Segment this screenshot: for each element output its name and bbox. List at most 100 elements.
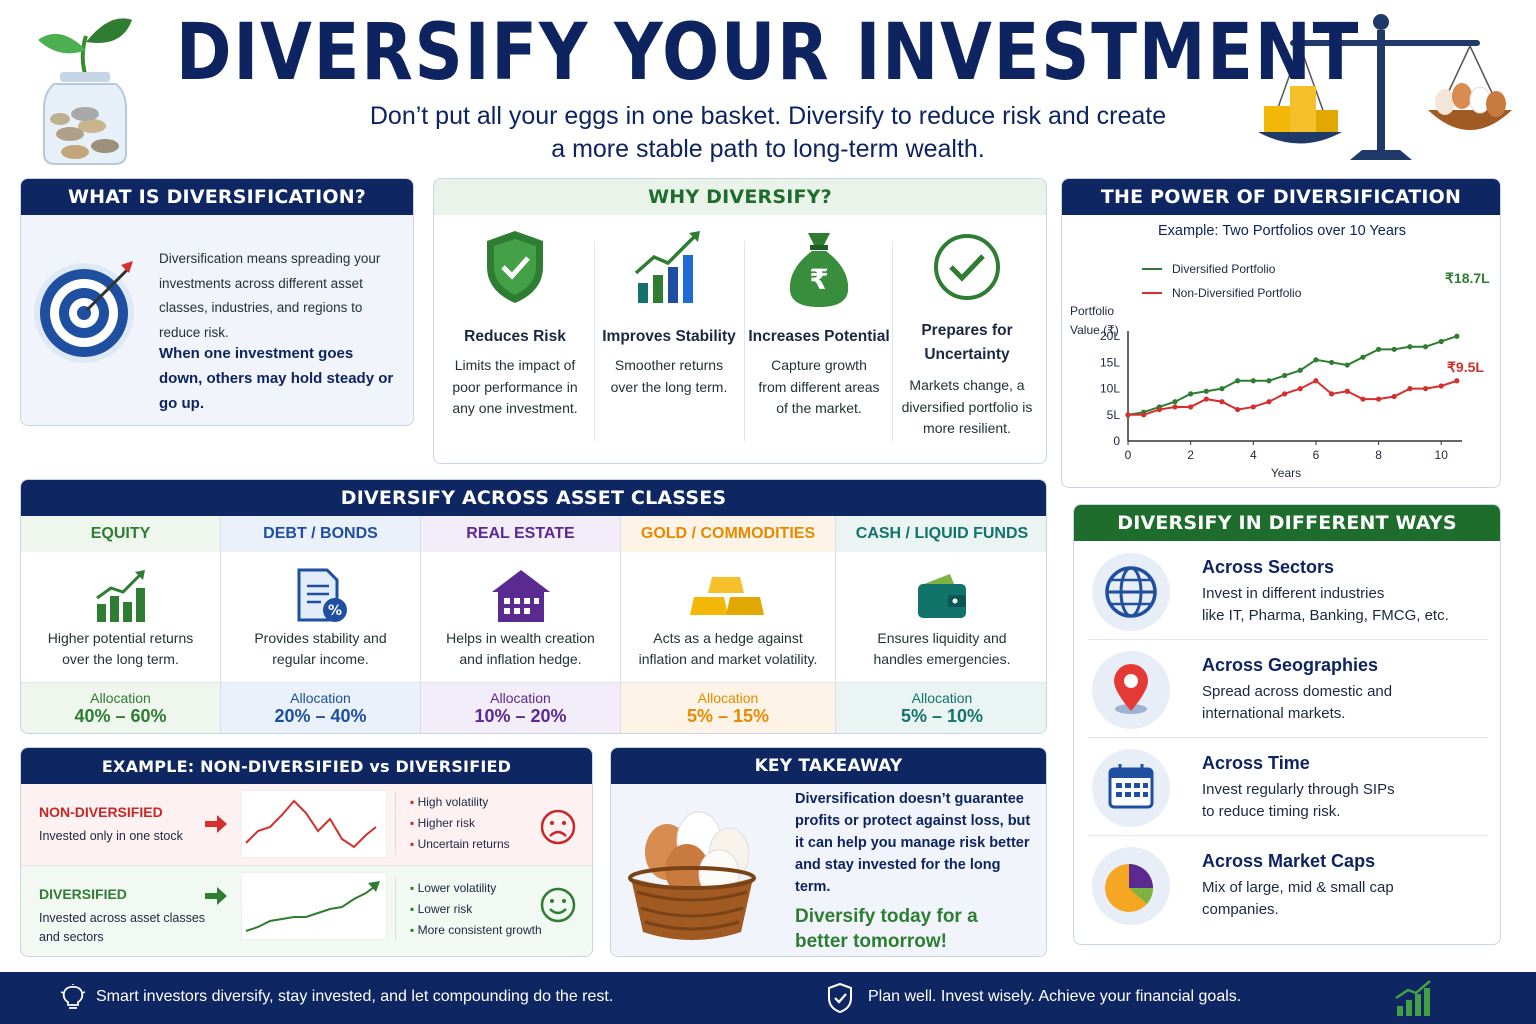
data-point [1454,333,1460,339]
wallet-icon [836,566,1046,626]
shield-check-icon [826,982,854,1014]
non-diversified-desc: Invested only in one stock [39,829,183,843]
page-subtitle: Don’t put all your eggs in one basket. D… [300,100,1236,166]
way-geographies: Across Geographies Spread across domesti… [1088,641,1488,738]
allocation-label: Allocation [490,690,551,706]
y-axis-label-1: Portfolio [1070,304,1114,318]
why-heading-3: Increases Potential [748,328,890,345]
way-text-4: Mix of large, mid & small cap companies. [1202,879,1394,918]
asset-description: Higher potential returns over the long te… [47,630,194,667]
asset-name: REAL ESTATE [421,516,620,552]
non-point-2: ▪ Higher risk [410,816,475,830]
data-point [1266,378,1272,384]
asset-column-real-estate: REAL ESTATE Helps in wealth creation and … [421,516,621,733]
data-point [1454,378,1460,384]
assets-card: DIVERSIFY ACROSS ASSET CLASSES EQUITY Hi… [20,479,1047,734]
sad-face-icon [539,808,577,846]
lightbulb-icon [60,984,86,1012]
x-tick-label: 10 [1435,448,1449,462]
allocation-value: 5% – 15% [686,706,770,726]
div-point-2: ▪ Lower risk [410,902,473,916]
asset-description: Provides stability and regular income. [254,630,387,667]
growth-chart-icon [1394,978,1434,1018]
data-point [1375,346,1382,352]
subtitle-line-1: Don’t put all your eggs in one basket. D… [369,102,1167,130]
asset-name: EQUITY [21,516,220,552]
ways-card: DIVERSIFY IN DIFFERENT WAYS Across Secto… [1073,504,1501,945]
data-point [1422,344,1429,350]
why-text-3: Capture growth from different areas of t… [758,357,880,416]
power-line-chart: Diversified Portfolio Non-Diversified Po… [1070,262,1490,480]
smile-face-icon [539,886,577,924]
way-text-3: Invest regularly through SIPs to reduce t… [1202,781,1395,820]
x-tick-label: 0 [1125,448,1132,462]
subtitle-line-2: a more stable path to long-term wealth. [551,135,985,163]
way-text-2: Spread across domestic and international … [1202,683,1393,722]
data-point [1375,396,1382,402]
location-pin-icon [1092,651,1170,729]
way-heading-1: Across Sectors [1202,557,1335,577]
data-point [1438,338,1444,345]
non-diversified-row: NON-DIVERSIFIED Invested only in one sto… [21,784,592,866]
asset-allocation: Allocation 5% – 15% [621,682,835,733]
why-divider-2 [744,241,745,441]
diversified-desc-1: Invested across asset classes [39,911,206,925]
assets-header: DIVERSIFY ACROSS ASSET CLASSES [21,480,1046,516]
data-point [1172,404,1178,410]
arrow-right-icon [203,886,229,906]
non-point-3: ▪ Uncertain returns [410,837,510,851]
page-title: DIVERSIFY YOUR INVESTMENT [175,8,1361,98]
why-item-prepares: Prepares for Uncertainty Markets change,… [892,229,1042,440]
legend-non-diversified: Non-Diversified Portfolio [1172,286,1302,300]
asset-column-gold-commodities: GOLD / COMMODITIES Acts as a hedge again… [621,516,836,733]
allocation-label: Allocation [90,690,151,706]
cta-line-2: better tomorrow! [795,931,947,952]
asset-description: Helps in wealth creation and inflation he… [446,630,595,667]
non-points: ▪ High volatility ▪ Higher risk ▪ Uncert… [395,792,545,855]
allocation-value: 40% – 60% [74,706,167,726]
data-point [1250,404,1256,410]
takeaway-body: Diversification doesn’t guarantee profit… [795,791,1031,895]
power-subtitle: Example: Two Portfolios over 10 Years [1158,223,1406,239]
asset-name: DEBT / BONDS [221,516,420,552]
money-bag-icon: ₹ [744,229,894,309]
asset-allocation: Allocation 5% – 10% [836,682,1046,733]
power-header: THE POWER OF DIVERSIFICATION [1062,179,1500,215]
why-heading-1: Reduces Risk [464,328,566,345]
data-point [1422,386,1429,392]
footer-right-text: Plan well. Invest wisely. Achieve your f… [868,988,1242,1005]
series-line-diversified [1127,335,1458,416]
takeaway-header: KEY TAKEAWAY [611,748,1046,784]
arrow-right-icon [203,814,229,834]
data-point [1125,412,1131,418]
why-heading-4: Prepares for Uncertainty [921,322,1013,363]
non-point-1: ▪ High volatility [410,795,489,809]
egg-basket-icon [617,800,767,950]
building-icon [421,566,620,626]
why-divider-3 [892,241,893,441]
data-point [1391,393,1397,400]
div-points: ▪ Lower volatility ▪ Lower risk ▪ More c… [395,878,545,941]
ways-header: DIVERSIFY IN DIFFERENT WAYS [1074,505,1500,541]
non-diversified-label: NON-DIVERSIFIED [39,804,163,820]
allocation-label: Allocation [911,690,973,706]
calendar-icon [1092,749,1170,827]
bond-document-icon: % [221,566,420,626]
data-point [1203,388,1209,394]
asset-name: CASH / LIQUID FUNDS [836,516,1046,552]
asset-description: Acts as a hedge against inflation and mar… [638,630,818,667]
target-icon [29,255,139,365]
why-divider-1 [594,241,595,441]
why-item-improves-stability: Improves Stability Smoother returns over… [594,229,744,398]
example-card: EXAMPLE: NON-DIVERSIFIED vs DIVERSIFIED … [20,747,593,957]
x-tick-label: 6 [1313,448,1320,462]
allocation-label: Allocation [290,690,351,706]
diversified-desc-2: and sectors [39,930,104,944]
way-heading-4: Across Market Caps [1202,851,1376,871]
coin-jar-plant-icon [30,14,140,166]
data-point [1188,404,1194,410]
x-tick-label: 2 [1187,448,1194,462]
legend-diversified: Diversified Portfolio [1172,262,1276,276]
power-card: THE POWER OF DIVERSIFICATION Example: Tw… [1061,178,1501,488]
data-point [1344,362,1350,368]
